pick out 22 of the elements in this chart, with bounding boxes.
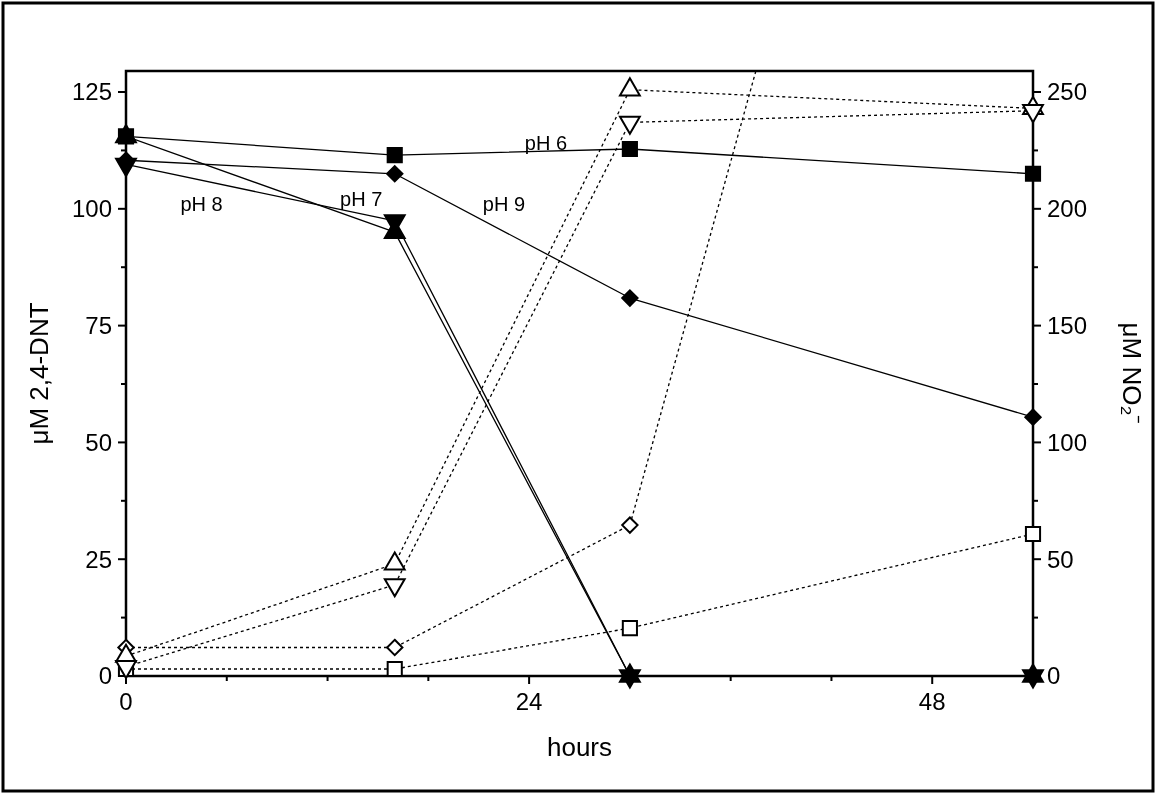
y-tick-label: 100 — [71, 195, 112, 223]
y-tick-label: 25 — [85, 545, 112, 573]
x-tick-label: 48 — [918, 688, 946, 715]
y-tick-label: 125 — [71, 78, 112, 106]
y-tick-label: 50 — [85, 428, 112, 456]
annotation: pH 6 — [524, 132, 568, 155]
y-tick-label: 0 — [98, 662, 112, 690]
annotation: pH 9 — [482, 193, 526, 216]
x-axis-title: hours — [546, 732, 613, 762]
y-tick-label: 75 — [85, 312, 112, 340]
annotation: pH 7 — [340, 188, 383, 211]
y2-tick-label: 150 — [1047, 312, 1088, 340]
y2-tick-label: 250 — [1047, 78, 1088, 106]
y2-tick-label: 0 — [1047, 662, 1061, 690]
y2-tick-label: 50 — [1047, 545, 1074, 573]
y-axis-title: μM 2,4-DNT — [24, 302, 54, 445]
annotation: pH 8 — [180, 193, 223, 216]
x-tick-label: 24 — [515, 688, 543, 715]
x-tick-label: 0 — [119, 688, 133, 715]
y2-tick-label: 100 — [1047, 428, 1088, 456]
y2-axis-title: μM NO₂⁻ — [1117, 322, 1147, 425]
y2-tick-label: 200 — [1047, 195, 1088, 223]
